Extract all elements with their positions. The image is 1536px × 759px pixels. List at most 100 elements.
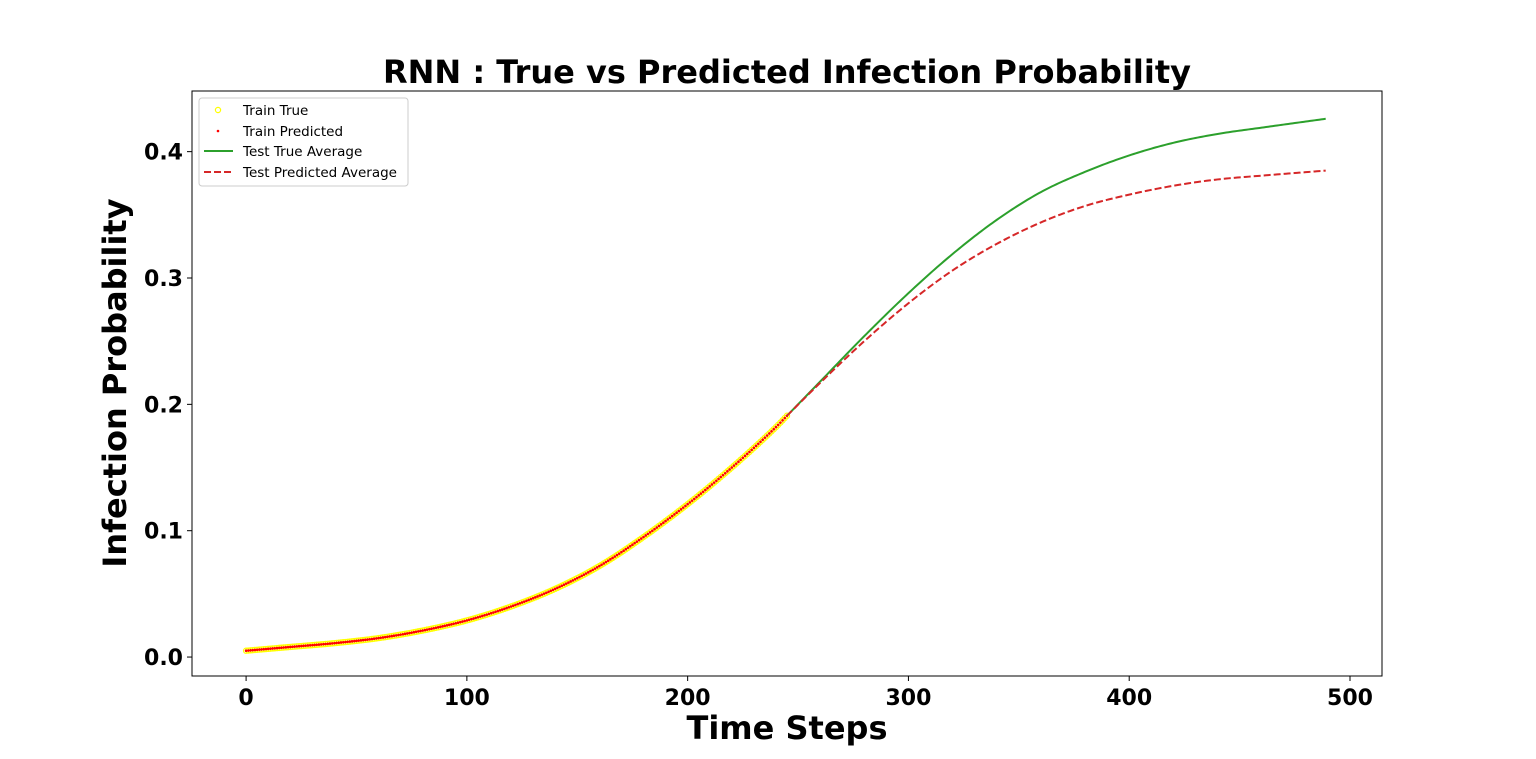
train-predicted-point (324, 642, 327, 646)
train-predicted-point (364, 638, 367, 642)
train-predicted-point (754, 444, 758, 448)
train-predicted-point (586, 571, 590, 574)
train-predicted-point (776, 423, 780, 427)
train-predicted-point (474, 616, 478, 620)
train-predicted-point (266, 647, 270, 651)
train-predicted-point (313, 643, 316, 647)
train-predicted-point (291, 645, 294, 649)
train-predicted-point (344, 640, 347, 644)
train-predicted-point (370, 637, 374, 641)
train-predicted-point (611, 556, 614, 560)
chart-title: RNN : True vs Predicted Infection Probab… (383, 53, 1191, 91)
train-predicted-point (553, 587, 557, 591)
train-predicted-point (686, 502, 689, 506)
train-predicted-point (326, 642, 330, 646)
x-tick-label: 300 (885, 686, 931, 711)
y-tick-label: 0.1 (144, 520, 183, 545)
train-predicted-point (591, 568, 595, 572)
train-predicted-point (494, 610, 497, 614)
train-predicted-point (498, 609, 502, 612)
train-predicted-point (620, 550, 623, 554)
train-predicted-point (295, 645, 299, 648)
train-predicted-point (783, 416, 787, 420)
train-predicted-point (756, 442, 760, 446)
train-predicted-point (745, 452, 749, 456)
train-predicted-point (584, 572, 588, 575)
train-predicted-point (412, 630, 416, 634)
train-predicted-point (635, 540, 639, 543)
series-train-predicted (244, 414, 789, 653)
train-predicted-point (341, 640, 345, 644)
train-predicted-point (679, 508, 683, 511)
x-axis: 0 100 200 300 400 500 (238, 676, 1373, 711)
legend-label-test-true-average: Test True Average (242, 144, 362, 160)
train-predicted-point (481, 614, 484, 618)
train-predicted-point (617, 552, 621, 555)
train-predicted-point (721, 473, 725, 477)
train-predicted-point (458, 620, 462, 624)
train-predicted-point (297, 644, 301, 648)
train-predicted-point (496, 609, 500, 613)
train-predicted-point (317, 643, 321, 646)
train-predicted-point (595, 566, 599, 569)
train-predicted-point (284, 646, 288, 649)
train-predicted-point (333, 641, 336, 645)
train-predicted-point (505, 606, 508, 610)
train-predicted-point (492, 611, 495, 614)
train-predicted-point (483, 614, 486, 617)
train-predicted-point (748, 450, 751, 454)
train-predicted-point (507, 605, 511, 609)
train-predicted-point (348, 640, 352, 643)
train-predicted-point (624, 547, 628, 551)
train-predicted-point (428, 627, 431, 631)
train-predicted-point (249, 649, 252, 652)
train-predicted-point (443, 624, 447, 628)
train-predicted-point (529, 597, 533, 601)
train-predicted-point (600, 563, 603, 567)
train-predicted-point (500, 608, 504, 611)
y-axis-title: Infection Probability (96, 198, 134, 567)
train-predicted-point (441, 625, 444, 628)
train-predicted-point (615, 553, 619, 557)
train-predicted-point (319, 643, 323, 646)
train-predicted-point (478, 615, 482, 618)
legend-label-train-true: Train True (242, 103, 308, 119)
train-predicted-point (306, 644, 310, 647)
train-predicted-point (701, 490, 705, 494)
train-predicted-point (571, 579, 575, 582)
train-predicted-point (522, 600, 526, 603)
train-predicted-point (765, 434, 769, 437)
train-predicted-point (637, 538, 641, 542)
train-predicted-point (633, 541, 636, 545)
train-predicted-point (606, 559, 610, 563)
train-predicted-point (538, 594, 542, 597)
train-predicted-point (651, 529, 654, 533)
train-predicted-point (463, 619, 466, 623)
train-predicted-point (708, 485, 712, 488)
train-predicted-point (639, 537, 643, 540)
train-predicted-point (302, 644, 305, 648)
train-predicted-point (664, 519, 667, 523)
train-predicted-point (575, 576, 579, 580)
train-predicted-point (628, 544, 632, 548)
train-predicted-point (255, 648, 259, 652)
train-predicted-point (271, 647, 274, 650)
train-predicted-point (704, 488, 707, 492)
train-predicted-point (604, 560, 608, 564)
x-tick-label: 0 (238, 686, 253, 711)
train-predicted-point (668, 516, 672, 520)
train-predicted-point (277, 646, 281, 650)
train-predicted-point (456, 621, 460, 625)
train-predicted-point (322, 642, 325, 646)
train-predicted-point (388, 635, 391, 638)
train-predicted-point (768, 432, 771, 435)
train-predicted-point (434, 626, 438, 630)
train-predicted-point (465, 619, 469, 622)
train-predicted-point (564, 582, 568, 585)
train-predicted-point (593, 567, 597, 570)
train-predicted-point (485, 613, 489, 616)
x-tick-label: 500 (1327, 686, 1373, 711)
train-predicted-point (350, 640, 354, 643)
train-predicted-point (730, 466, 734, 469)
